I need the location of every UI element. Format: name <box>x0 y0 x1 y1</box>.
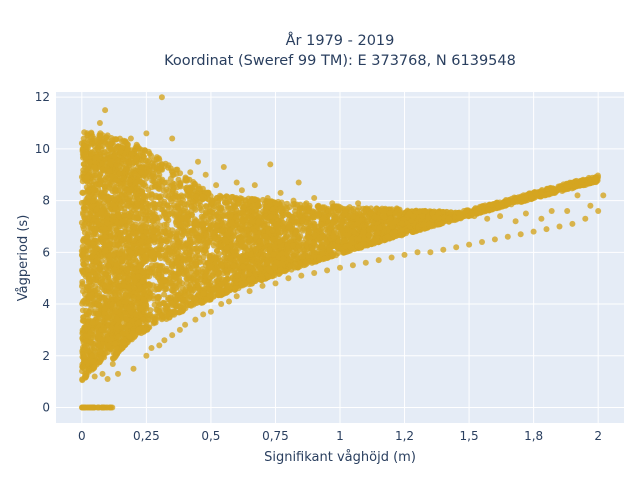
scatter-point <box>154 274 161 281</box>
scatter-point <box>172 296 179 303</box>
scatter-point <box>163 186 170 193</box>
scatter-point <box>276 232 283 238</box>
scatter-point <box>153 192 159 199</box>
scatter-point <box>150 292 156 299</box>
scatter-point <box>169 190 175 197</box>
grid-lines <box>56 92 624 423</box>
scatter-point <box>117 135 123 142</box>
chart-title-line-2: Koordinat (Sweref 99 TM): E 373768, N 61… <box>164 53 516 69</box>
scatter-point <box>299 227 306 234</box>
scatter-point <box>215 292 222 299</box>
scatter-point <box>246 271 253 278</box>
scatter-point <box>155 295 162 302</box>
scatter-point <box>78 219 85 226</box>
scatter-point <box>162 160 169 167</box>
scatter-point <box>79 307 86 314</box>
scatter-point <box>161 291 168 298</box>
scatter-point <box>157 193 164 200</box>
scatter-point <box>242 197 249 204</box>
scatter-point <box>79 283 85 290</box>
scatter-point <box>217 195 224 202</box>
scatter-point <box>143 200 150 207</box>
scatter-point <box>291 214 298 221</box>
scatter-point <box>147 307 154 314</box>
data-layer <box>78 94 607 411</box>
scatter-point <box>153 154 160 161</box>
scatter-point <box>161 221 168 228</box>
scatter-point <box>146 273 153 280</box>
chart-title-line-1: År 1979 - 2019 <box>286 32 395 49</box>
scatter-point <box>122 228 129 235</box>
scatter-point <box>140 296 147 303</box>
scatter-point <box>148 152 155 159</box>
scatter-point <box>197 205 203 211</box>
scatter-point <box>96 200 103 206</box>
scatter-point <box>161 226 168 233</box>
